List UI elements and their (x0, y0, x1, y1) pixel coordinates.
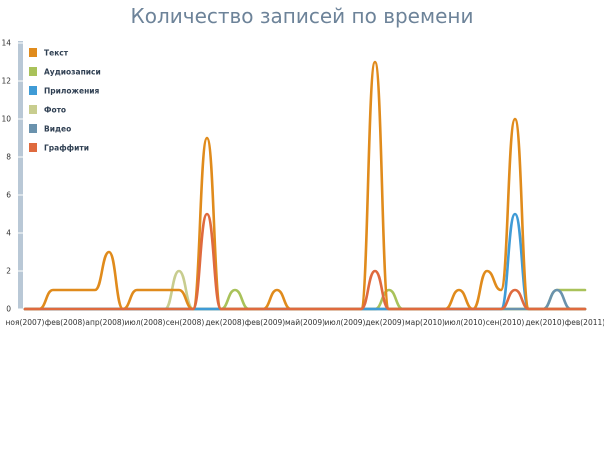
chart-title: Количество записей по времени (130, 4, 474, 28)
y-tick-label: 12 (1, 77, 11, 86)
legend-label: Текст (44, 49, 69, 58)
x-axis: ноя(2007) фев(2008) апр(2008) июл(2008) сен(… (6, 308, 604, 327)
y-tick-label: 14 (1, 39, 11, 48)
legend-label: Приложения (44, 87, 100, 96)
x-tick-label: фев(2011) (565, 318, 604, 327)
x-tick-label: апр(2008) (85, 318, 124, 327)
x-tick-label: дек(2010) (525, 318, 564, 327)
x-tick-label: дек(2008) (205, 318, 244, 327)
legend-swatch (29, 124, 37, 133)
x-tick-label: ноя(2007) (6, 318, 45, 327)
legend-swatch (29, 67, 37, 76)
x-tick-label: май(2009) (285, 318, 325, 327)
legend-swatch (29, 48, 37, 57)
series-line-2 (23, 212, 587, 311)
y-tick-label: 2 (6, 267, 11, 276)
x-tick-label: дек(2009) (365, 318, 404, 327)
x-tick-label: июл(2009) (325, 318, 366, 327)
x-tick-label: фев(2009) (245, 318, 285, 327)
legend-label: Аудиозаписи (44, 68, 101, 77)
y-axis: 0 2 4 6 8 10 12 14 (1, 39, 23, 314)
y-tick-label: 0 (6, 305, 11, 314)
y-tick-label: 8 (6, 153, 11, 162)
legend-label: Видео (44, 125, 71, 134)
y-tick-label: 6 (6, 191, 11, 200)
x-tick-label: июл(2008) (125, 318, 166, 327)
legend: Текст Аудиозаписи Приложения Фото Видео Графф… (29, 48, 101, 153)
y-tick-label: 10 (1, 115, 11, 124)
x-tick-label: мар(2010) (405, 318, 445, 327)
legend-swatch (29, 143, 37, 152)
series-line-0 (23, 60, 587, 311)
legend-swatch (29, 105, 37, 114)
y-tick-label: 4 (6, 229, 11, 238)
x-tick-label: июл(2010) (445, 318, 486, 327)
y-axis-band (18, 41, 23, 309)
x-tick-label: сен(2010) (486, 318, 525, 327)
series-line-1 (23, 288, 587, 311)
x-tick-label: фев(2008) (45, 318, 85, 327)
legend-label: Граффити (44, 144, 89, 153)
series-line-4 (23, 288, 587, 311)
legend-label: Фото (44, 106, 66, 115)
series-line-5 (23, 212, 587, 311)
legend-swatch (29, 86, 37, 95)
x-tick-label: сен(2008) (166, 318, 205, 327)
series-layer (23, 60, 587, 311)
